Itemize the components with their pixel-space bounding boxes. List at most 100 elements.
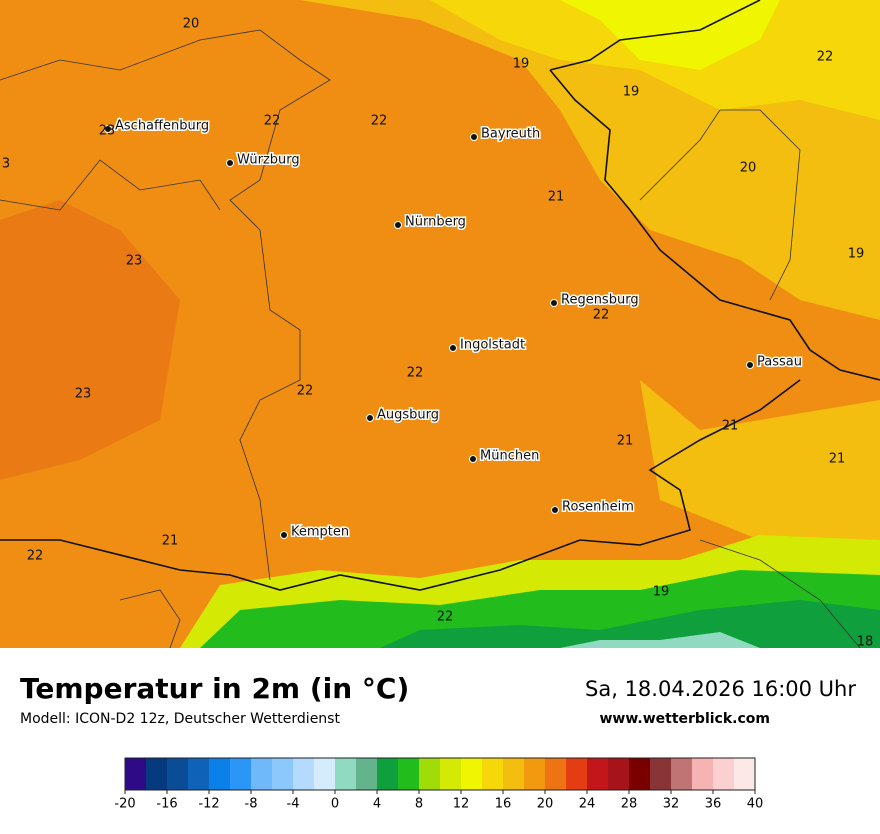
map-labels: Aschaffenburg Würzburg Bayreuth Nürnberg Reg… — [2, 17, 873, 650]
city-label: Augsburg — [377, 408, 439, 423]
temperature-label: 20 — [740, 161, 757, 176]
temperature-label: 19 — [623, 85, 640, 100]
temperature-label: 23 — [126, 254, 143, 269]
city-label: Rosenheim — [562, 500, 634, 515]
tick-label: 20 — [537, 797, 554, 812]
color-swatch — [125, 758, 147, 790]
tick-label: 24 — [579, 797, 596, 812]
color-swatch — [188, 758, 210, 790]
color-swatch — [356, 758, 378, 790]
color-swatch — [734, 758, 756, 790]
city-label: Nürnberg — [405, 215, 466, 230]
hot-zone — [0, 200, 180, 480]
temperature-label: 19 — [513, 57, 530, 72]
temperature-label: 22 — [371, 114, 388, 129]
city-label: Ingolstadt — [460, 338, 525, 353]
temperature-label: 19 — [848, 247, 865, 262]
title: Temperatur in 2m (in °C) — [20, 672, 409, 705]
color-swatch — [230, 758, 252, 790]
temperature-label: 22 — [264, 114, 281, 129]
tick-label: -12 — [198, 797, 219, 812]
temperature-label: 21 — [548, 190, 565, 205]
region-line — [639, 109, 801, 301]
tick-label: 4 — [373, 797, 381, 812]
city-label: München — [480, 449, 539, 464]
color-swatch — [146, 758, 168, 790]
colorbar-frame — [124, 757, 756, 791]
color-swatch — [692, 758, 714, 790]
color-swatch — [503, 758, 525, 790]
color-swatch — [713, 758, 735, 790]
color-swatch — [545, 758, 567, 790]
region-line — [0, 159, 221, 211]
colorbar: -20 -16 -12 -8 -4 0 4 8 12 16 20 24 28 32 36 40 — [114, 757, 763, 812]
color-swatch — [251, 758, 273, 790]
city-label: Bayreuth — [481, 127, 540, 142]
city-label: Würzburg — [237, 153, 300, 168]
color-swatch — [440, 758, 462, 790]
temperature-label: 22 — [407, 366, 424, 381]
city-label: Aschaffenburg — [115, 119, 209, 134]
temperature-label: 22 — [817, 50, 834, 65]
region-line — [119, 539, 861, 649]
temperature-label: 21 — [617, 434, 634, 449]
color-swatch — [482, 758, 504, 790]
city-dot — [366, 414, 374, 422]
temperature-label: 3 — [2, 157, 10, 172]
city-dot — [469, 455, 477, 463]
city-dot — [449, 344, 457, 352]
city-label: Kempten — [291, 525, 349, 540]
color-swatch — [524, 758, 546, 790]
temperature-label: 20 — [183, 17, 200, 32]
city-dot — [746, 361, 754, 369]
border — [549, 69, 880, 381]
tick-label: -20 — [114, 797, 135, 812]
city-dot — [104, 125, 112, 133]
color-swatch — [419, 758, 441, 790]
tick-label: 12 — [453, 797, 470, 812]
city-dot — [394, 221, 402, 229]
warm-zone — [640, 380, 880, 560]
color-swatch — [335, 758, 357, 790]
alpine-zone — [560, 632, 760, 648]
temperature-label: 18 — [857, 635, 874, 650]
color-swatch — [650, 758, 672, 790]
tick-label: 36 — [705, 797, 722, 812]
border — [0, 379, 801, 591]
city-label: Passau — [757, 355, 802, 370]
model-info: Modell: ICON-D2 12z, Deutscher Wetterdie… — [20, 711, 340, 727]
border — [549, 0, 761, 71]
map — [0, 0, 880, 649]
temperature-label: 22 — [593, 308, 610, 323]
temperature-label: 21 — [829, 452, 846, 467]
city-dot — [550, 299, 558, 307]
color-swatch — [398, 758, 420, 790]
color-swatch — [167, 758, 189, 790]
color-swatch — [566, 758, 588, 790]
tick-label: 28 — [621, 797, 638, 812]
city-dot — [470, 133, 478, 141]
temperature-label: 23 — [99, 124, 116, 139]
color-swatch — [272, 758, 294, 790]
color-swatch — [209, 758, 231, 790]
tick-label: 0 — [331, 797, 339, 812]
temperature-label: 21 — [162, 534, 179, 549]
tick-label: -8 — [245, 797, 258, 812]
tick-label: 32 — [663, 797, 680, 812]
tick-label: 8 — [415, 797, 423, 812]
city-dot — [280, 531, 288, 539]
city-label: Regensburg — [561, 293, 639, 308]
tick-label: 16 — [495, 797, 512, 812]
color-swatch — [671, 758, 693, 790]
color-swatch — [608, 758, 630, 790]
tick-label: -16 — [156, 797, 177, 812]
temperature-label: 23 — [75, 387, 92, 402]
tick-label: -4 — [287, 797, 300, 812]
temperature-label: 22 — [297, 384, 314, 399]
temperature-label: 19 — [653, 585, 670, 600]
color-swatch — [629, 758, 651, 790]
region-line — [0, 29, 331, 581]
alpine-zone — [380, 600, 880, 648]
date: Sa, 18.04.2026 16:00 Uhr — [585, 677, 856, 701]
